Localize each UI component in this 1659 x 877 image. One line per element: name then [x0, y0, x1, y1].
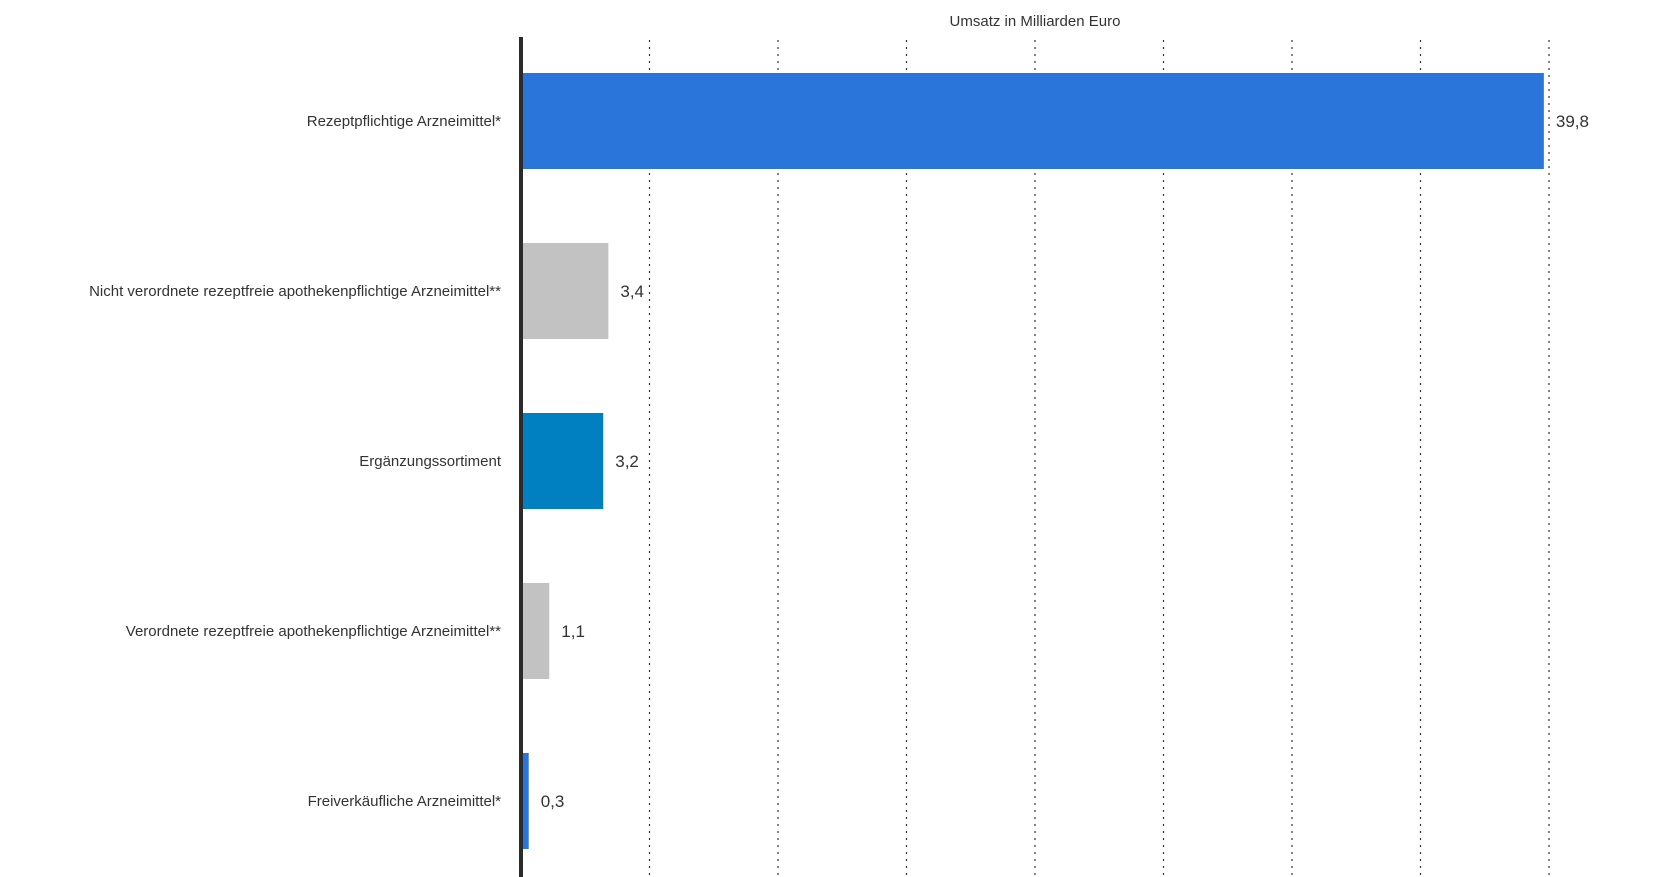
bar: [521, 73, 1544, 169]
category-label: Nicht verordnete rezeptfreie apothekenpf…: [89, 283, 501, 300]
category-label: Ergänzungssortiment: [359, 453, 502, 470]
x-axis-title: Umsatz in Milliarden Euro: [950, 13, 1121, 30]
category-label: Verordnete rezeptfreie apothekenpflichti…: [126, 623, 501, 640]
data-label: 3,4: [620, 282, 644, 301]
category-labels: Rezeptpflichtige Arzneimittel* Nicht vero…: [89, 113, 502, 810]
category-label: Freiverkäufliche Arzneimittel*: [308, 793, 502, 810]
bars: [521, 73, 1544, 849]
data-label: 0,3: [541, 792, 565, 811]
bar: [521, 243, 609, 339]
data-label: 39,8: [1556, 112, 1589, 131]
value-labels: 39,8 3,4 3,2 1,1 0,3: [541, 112, 1589, 811]
category-label: Rezeptpflichtige Arzneimittel*: [307, 113, 501, 130]
data-label: 3,2: [615, 452, 639, 471]
data-label: 1,1: [561, 622, 585, 641]
bar: [521, 753, 529, 849]
bar: [521, 413, 604, 509]
bar: [521, 583, 550, 679]
